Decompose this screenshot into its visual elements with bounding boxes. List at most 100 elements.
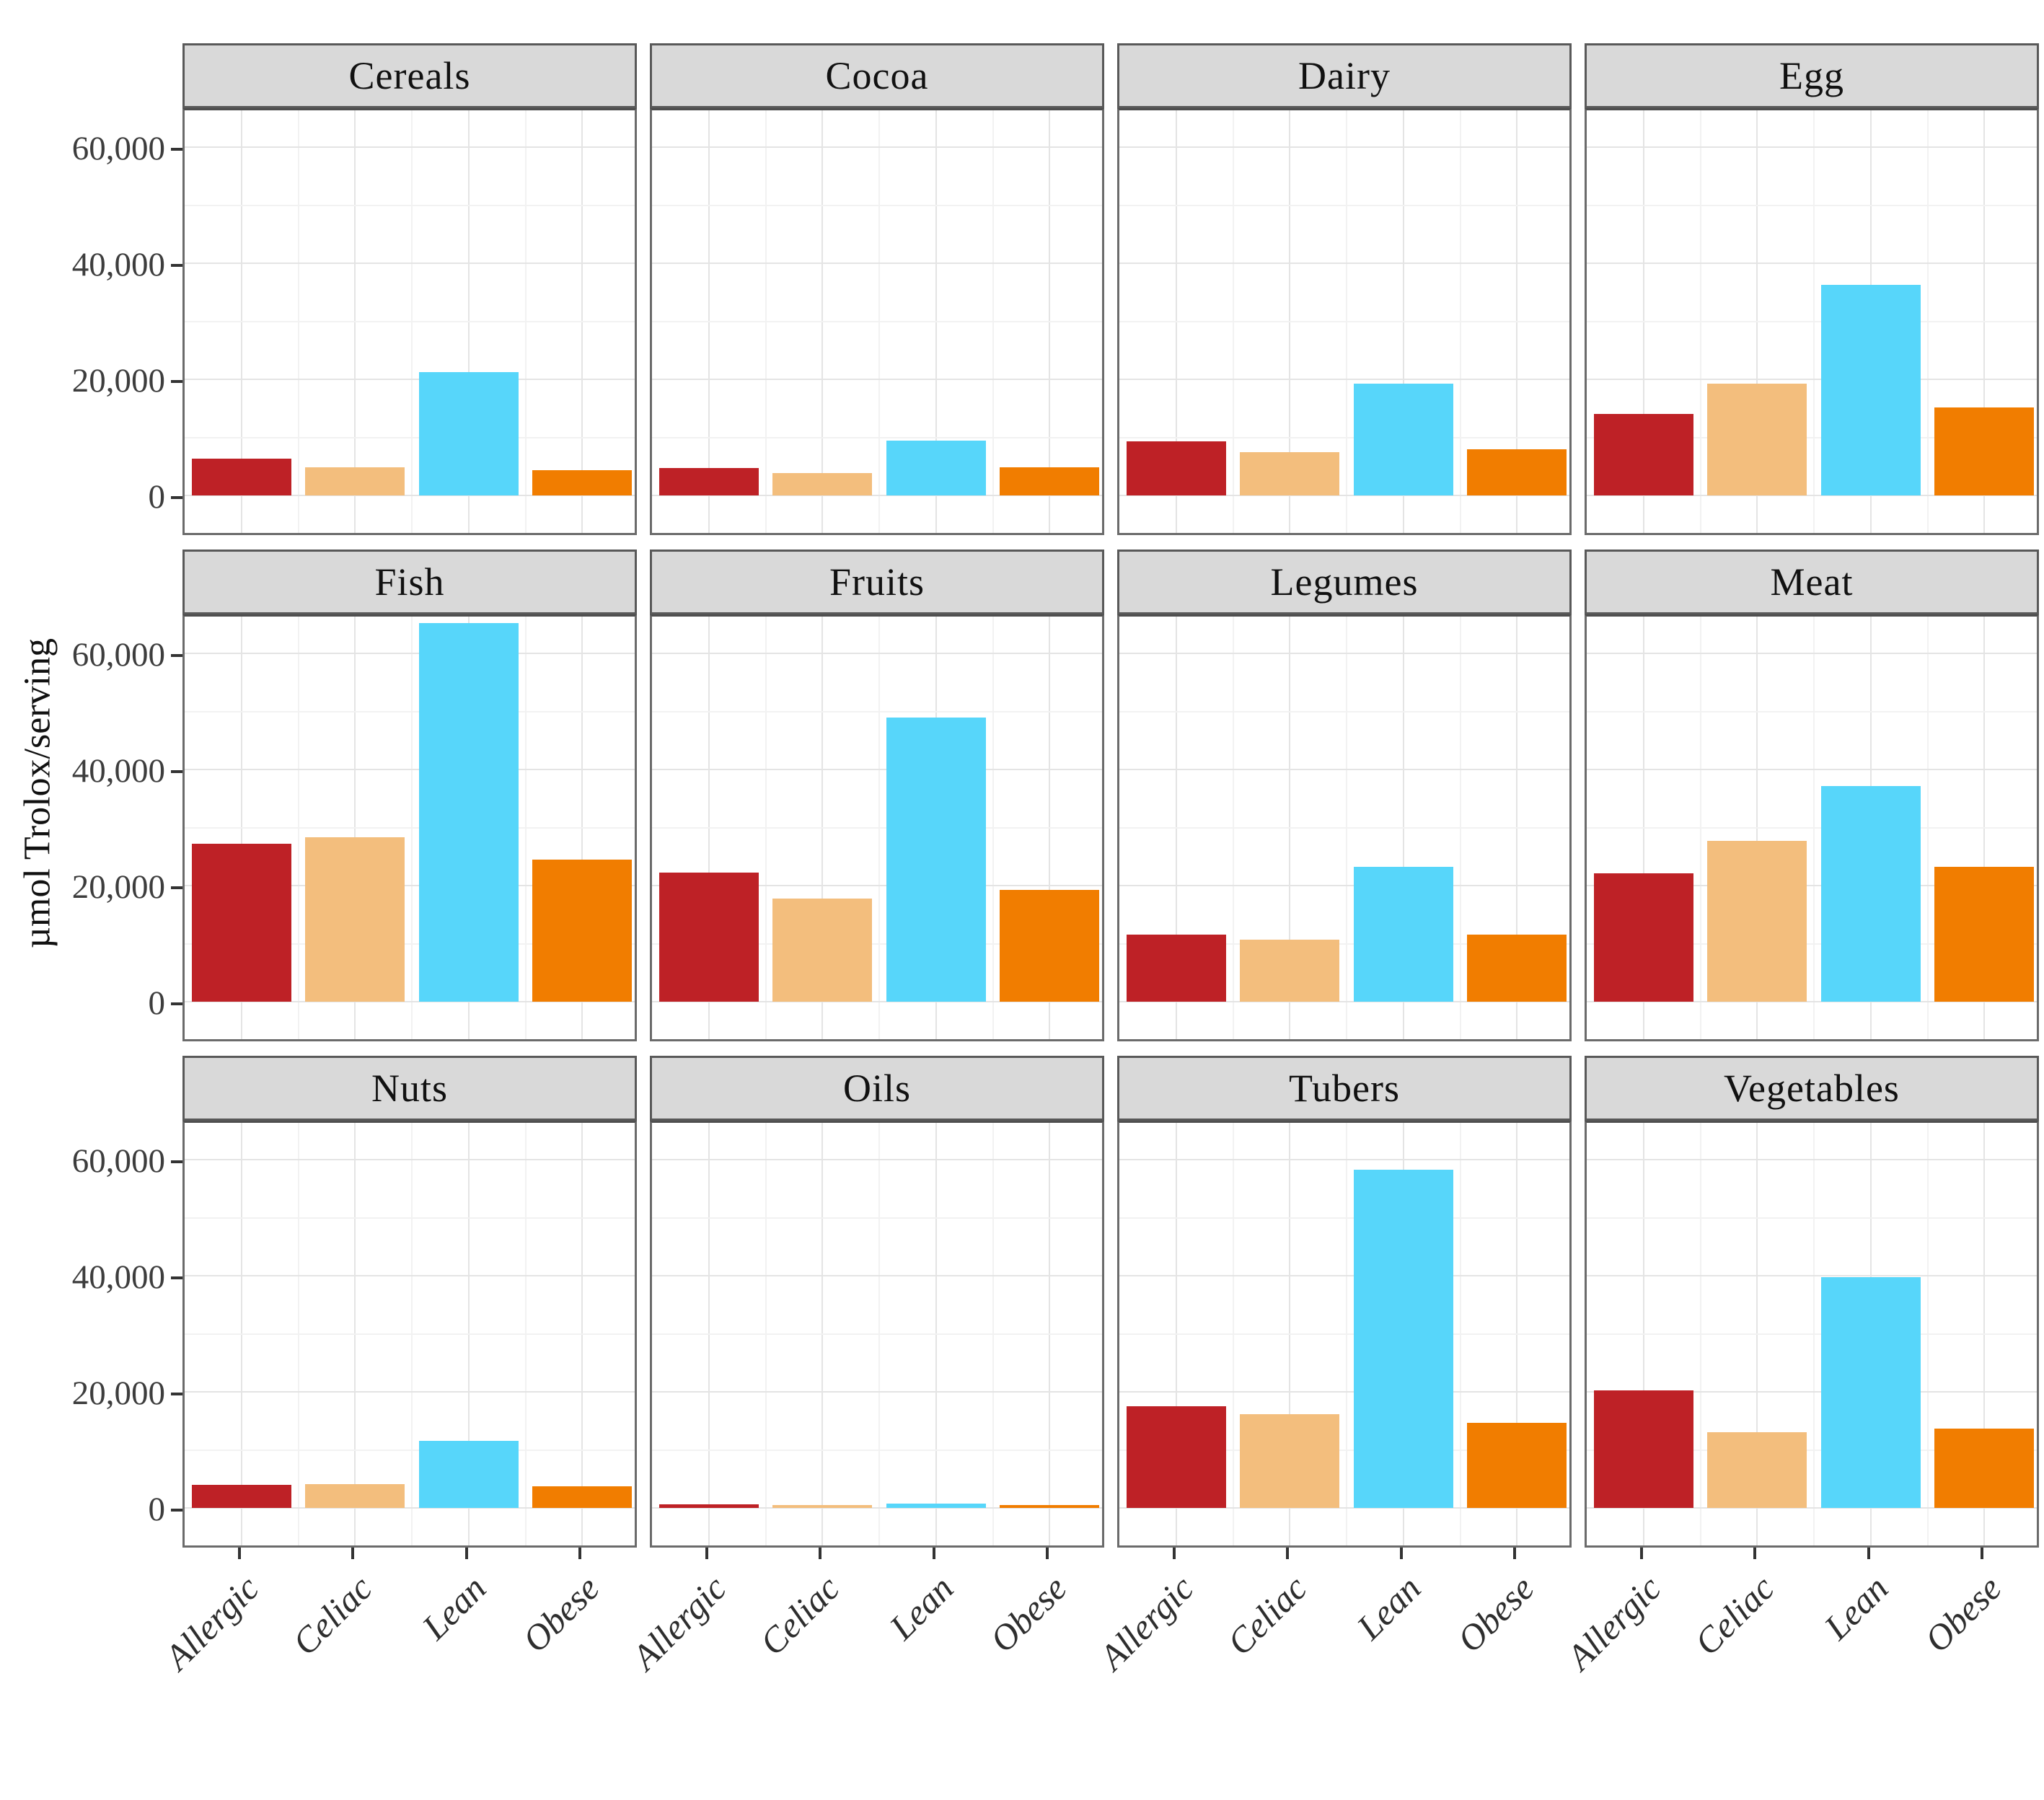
facet-panel-fruits	[650, 614, 1104, 1041]
gridline-vertical-minor	[1926, 110, 1929, 533]
y-tick-label: 60,000	[71, 1142, 165, 1180]
bar-allergic	[658, 1504, 759, 1508]
gridline-vertical-minor	[1699, 1123, 1701, 1545]
x-axis-tick	[237, 1548, 241, 1559]
x-axis-tick	[1286, 1548, 1290, 1559]
gridline-vertical-minor	[1459, 1123, 1461, 1545]
bar-allergic	[191, 459, 291, 495]
gridline-vertical-major	[1049, 1123, 1051, 1545]
gridline-horizontal-minor	[1587, 320, 2037, 322]
bar-celiac	[305, 467, 405, 495]
gridline-horizontal-major	[652, 769, 1102, 770]
facet-panel-tubers	[1117, 1121, 1572, 1548]
gridline-horizontal-major	[1587, 769, 2037, 770]
y-tick-label: 60,000	[71, 636, 165, 674]
gridline-horizontal-major	[1587, 1001, 2037, 1002]
bar-allergic	[191, 1484, 291, 1508]
gridline-horizontal-major	[185, 146, 635, 148]
gridline-horizontal-minor	[652, 320, 1102, 322]
facet-strip-label: Meat	[1770, 560, 1854, 604]
gridline-horizontal-minor	[1587, 710, 2037, 712]
bar-lean	[1820, 1276, 1921, 1508]
gridline-horizontal-minor	[1119, 943, 1569, 945]
gridline-horizontal-major	[185, 495, 635, 496]
gridline-vertical-minor	[878, 617, 880, 1039]
x-axis-tick	[1639, 1548, 1643, 1559]
gridline-vertical-minor	[297, 110, 299, 533]
facet-strip-egg: Egg	[1585, 43, 2039, 108]
bar-lean	[1820, 284, 1921, 495]
gridline-vertical-minor	[878, 1123, 880, 1545]
x-axis-tick	[932, 1548, 935, 1559]
x-tick-label-lean: Lean	[1815, 1567, 1896, 1648]
gridline-horizontal-major	[185, 379, 635, 380]
facet-panel-egg	[1585, 108, 2039, 535]
facet-panel-dairy	[1117, 108, 1572, 535]
gridline-horizontal-minor	[1119, 1449, 1569, 1451]
facet-panel-vegetables	[1585, 1121, 2039, 1548]
gridline-vertical-minor	[765, 110, 767, 533]
gridline-horizontal-minor	[185, 826, 635, 829]
gridline-horizontal-minor	[1587, 1333, 2037, 1335]
gridline-horizontal-minor	[185, 1217, 635, 1219]
bar-obese	[1000, 467, 1100, 495]
gridline-vertical-minor	[992, 617, 994, 1039]
facet-strip-label: Cocoa	[825, 54, 929, 97]
facet-strip-label: Dairy	[1298, 54, 1391, 97]
gridline-horizontal-minor	[1587, 826, 2037, 829]
gridline-horizontal-minor	[1587, 204, 2037, 206]
facet-strip-fish: Fish	[182, 550, 637, 614]
gridline-vertical-minor	[524, 110, 527, 533]
x-tick-label-allergic: Allergic	[624, 1567, 734, 1678]
bar-lean	[886, 1503, 986, 1508]
bar-obese	[1934, 867, 2035, 1002]
gridline-horizontal-minor	[185, 204, 635, 206]
y-axis-tick	[171, 1276, 182, 1279]
gridline-horizontal-minor	[1587, 943, 2037, 945]
facet-strip-label: Nuts	[371, 1067, 448, 1110]
gridline-vertical-minor	[1813, 617, 1815, 1039]
gridline-horizontal-major	[1119, 1159, 1569, 1160]
gridline-vertical-minor	[1346, 1123, 1347, 1545]
gridline-horizontal-major	[652, 1159, 1102, 1160]
x-tick-label-allergic: Allergic	[1091, 1567, 1202, 1678]
x-axis-tick	[1867, 1548, 1870, 1559]
bar-celiac	[772, 898, 873, 1002]
gridline-horizontal-minor	[1587, 1449, 2037, 1451]
facet-strip-label: Egg	[1779, 54, 1844, 97]
facet-strip-label: Oils	[842, 1067, 912, 1110]
y-tick-label: 60,000	[71, 130, 165, 167]
gridline-horizontal-major	[1587, 146, 2037, 148]
gridline-horizontal-major	[1587, 1159, 2037, 1160]
gridline-vertical-minor	[765, 1123, 767, 1545]
bar-celiac	[1240, 1414, 1340, 1508]
facet-strip-label: Legumes	[1270, 560, 1419, 604]
y-axis-tick	[171, 264, 182, 267]
bar-allergic	[191, 844, 291, 1002]
facet-panel-cereals	[182, 108, 637, 535]
gridline-horizontal-major	[1119, 769, 1569, 770]
bar-lean	[418, 623, 519, 1002]
gridline-vertical-minor	[1232, 1123, 1234, 1545]
gridline-vertical-minor	[1699, 110, 1701, 533]
y-axis-tick	[171, 1160, 182, 1163]
gridline-horizontal-major	[1119, 379, 1569, 380]
facet-strip-label: Tubers	[1288, 1067, 1401, 1110]
bar-obese	[1934, 1428, 2035, 1508]
gridline-horizontal-major	[185, 1275, 635, 1276]
facet-strip-cocoa: Cocoa	[650, 43, 1104, 108]
bar-celiac	[1707, 384, 1807, 495]
y-axis-tick	[171, 1393, 182, 1395]
gridline-vertical-minor	[411, 1123, 413, 1545]
gridline-horizontal-minor	[1119, 204, 1569, 206]
bar-obese	[1467, 935, 1567, 1002]
bar-obese	[1467, 449, 1567, 495]
gridline-horizontal-major	[1119, 262, 1569, 264]
gridline-vertical-major	[240, 1123, 242, 1545]
gridline-horizontal-major	[652, 495, 1102, 496]
x-tick-label-obese: Obese	[1916, 1567, 2009, 1660]
x-axis-tick	[1046, 1548, 1049, 1559]
gridline-horizontal-minor	[652, 1333, 1102, 1335]
gridline-horizontal-minor	[652, 1217, 1102, 1219]
gridline-horizontal-minor	[185, 710, 635, 712]
